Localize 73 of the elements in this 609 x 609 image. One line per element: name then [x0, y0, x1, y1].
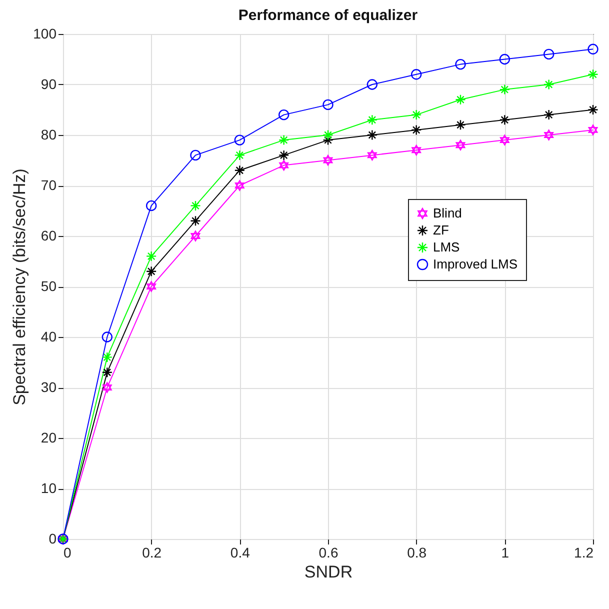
x-axis-title: SNDR — [304, 562, 353, 582]
point — [102, 382, 112, 393]
point — [234, 150, 246, 161]
y-tick-label: 50 — [40, 278, 57, 294]
point — [190, 230, 200, 242]
x-tick-label: 0.2 — [142, 544, 162, 560]
point — [366, 130, 378, 140]
point — [146, 250, 157, 262]
point — [588, 69, 598, 80]
y-axis-title: Spectral efficiency (bits/sec/Hz) — [10, 168, 30, 406]
point — [322, 99, 334, 110]
point — [455, 120, 466, 130]
point — [278, 109, 290, 120]
y-tick-label: 90 — [40, 76, 57, 92]
point — [543, 48, 554, 60]
chart-title: Performance of equalizer — [238, 7, 418, 24]
point — [412, 144, 422, 156]
legend-label: Improved LMS — [433, 256, 518, 272]
x-tick-label: 0 — [64, 544, 72, 560]
point — [102, 332, 113, 342]
x-tick-label: 1 — [501, 544, 510, 560]
x-tick-label: 0.6 — [318, 544, 338, 560]
y-tick-label: 100 — [33, 26, 57, 42]
point — [500, 134, 510, 146]
point — [543, 79, 554, 90]
point — [410, 69, 422, 80]
point — [146, 266, 157, 277]
point — [499, 84, 510, 95]
point — [102, 367, 113, 378]
point — [366, 79, 378, 90]
point — [190, 216, 201, 226]
point — [499, 54, 510, 65]
point — [278, 134, 290, 146]
legend-label: Blind — [433, 206, 462, 220]
y-tick-label: 0 — [48, 530, 57, 546]
point — [234, 165, 246, 176]
point — [190, 150, 201, 161]
point — [146, 281, 156, 292]
y-tick-label: 60 — [40, 228, 57, 244]
point — [102, 352, 113, 363]
point — [455, 94, 466, 105]
point — [588, 104, 598, 116]
point — [323, 154, 333, 166]
y-tick-label: 80 — [40, 126, 57, 142]
point — [367, 150, 377, 161]
y-tick-label: 40 — [40, 328, 57, 344]
point — [322, 134, 334, 146]
point — [234, 180, 244, 191]
point — [544, 130, 554, 140]
point — [322, 130, 334, 140]
point — [146, 200, 157, 212]
point — [456, 140, 466, 150]
x-tick-label: 1.2 — [574, 544, 594, 560]
point — [499, 114, 510, 126]
point — [366, 114, 378, 126]
point — [588, 44, 598, 54]
y-tick-label: 10 — [40, 480, 57, 496]
y-tick-label: 30 — [40, 379, 57, 395]
point — [279, 160, 289, 171]
legend-label: ZF — [433, 222, 449, 238]
point — [190, 200, 201, 212]
point — [455, 58, 466, 70]
y-tick-label: 20 — [40, 430, 57, 446]
point — [278, 150, 290, 161]
x-tick-label: 0.4 — [230, 544, 250, 560]
point — [410, 124, 422, 136]
point — [234, 134, 246, 146]
y-tick-label: 70 — [40, 177, 57, 193]
point — [588, 124, 598, 136]
x-tick-label: 0.8 — [407, 544, 427, 560]
point — [410, 109, 422, 120]
legend-label: LMS — [433, 240, 460, 254]
point — [543, 109, 554, 120]
